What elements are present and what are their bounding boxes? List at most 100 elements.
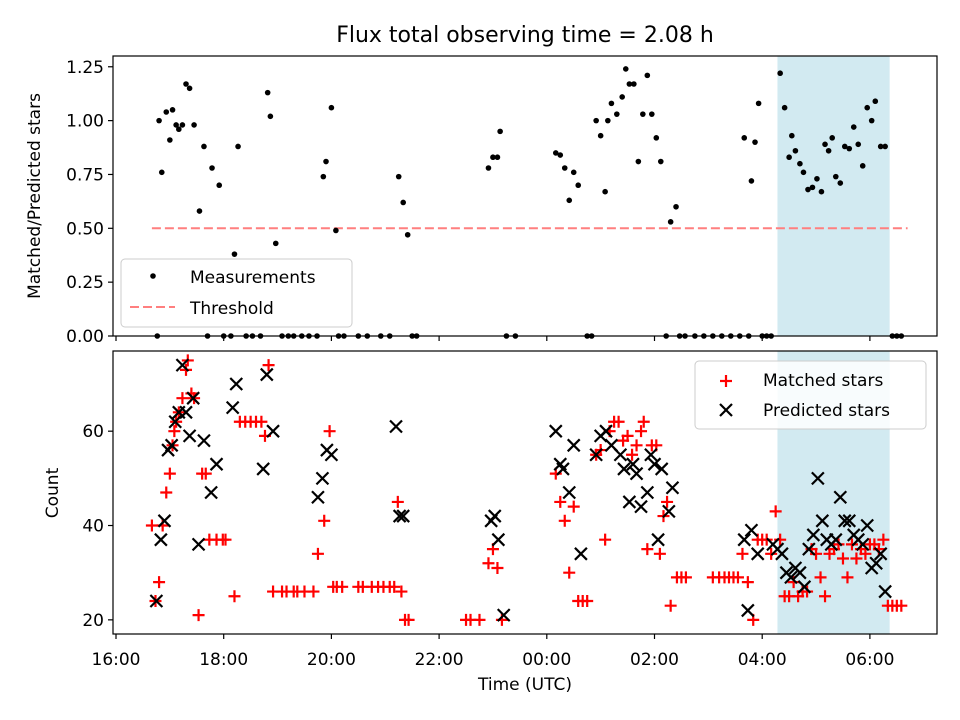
- matched-star-point: [388, 580, 401, 593]
- matched-star-point: [228, 590, 241, 603]
- measurement-point: [173, 122, 179, 128]
- matched-star-point: [664, 599, 677, 612]
- legend-matched-marker: [720, 375, 732, 387]
- measurement-point: [557, 152, 564, 158]
- matched-star-point: [814, 571, 827, 584]
- measurement-point: [859, 163, 866, 169]
- count-plot-frame: [112, 350, 938, 635]
- measurement-point: [797, 160, 803, 167]
- x-tick-label: 04:00: [738, 650, 787, 670]
- measurement-point: [333, 227, 339, 234]
- predicted-star-point: [741, 603, 755, 618]
- observing-window-shade-top: [777, 56, 890, 336]
- predicted-star-point: [878, 584, 892, 599]
- predicted-star-point: [566, 438, 581, 453]
- measurement-point: [635, 158, 642, 165]
- predicted-star-point: [775, 547, 789, 561]
- legend-predicted-marker: [719, 403, 733, 417]
- measurement-point: [267, 113, 274, 120]
- predicted-star-point: [548, 424, 563, 438]
- measurement-point: [191, 122, 197, 128]
- matched-star-point: [845, 538, 858, 551]
- matched-star-point: [554, 495, 567, 508]
- predicted-star-point: [225, 400, 240, 415]
- matched-star-point: [877, 533, 890, 546]
- matched-star-point: [765, 547, 778, 560]
- predicted-star-point: [149, 594, 164, 608]
- measurement-point: [566, 197, 573, 204]
- matched-star-point: [635, 425, 648, 438]
- x-tick-label: 02:00: [630, 650, 679, 670]
- matched-star-point: [741, 576, 754, 589]
- measurement-point: [395, 173, 402, 180]
- matched-star-point: [621, 429, 634, 442]
- matched-star-point: [318, 514, 331, 527]
- measurement-point: [622, 66, 629, 72]
- matched-star-point: [626, 448, 639, 461]
- predicted-star-point: [784, 570, 798, 585]
- predicted-star-point: [175, 358, 190, 372]
- predicted-star-point: [617, 462, 631, 476]
- measurement-point: [320, 173, 327, 180]
- predicted-star-point: [842, 514, 857, 528]
- measurement-point: [183, 81, 189, 87]
- count-y-axis-ticks: 20 40 60: [82, 422, 113, 631]
- measurement-point: [167, 137, 173, 143]
- predicted-star-point: [662, 504, 676, 519]
- measurement-point: [156, 117, 162, 124]
- measurement-point: [877, 143, 884, 150]
- matched-star-point: [163, 467, 176, 480]
- matched-star-point: [819, 590, 832, 603]
- measurement-point: [814, 175, 820, 182]
- predicted-star-point: [837, 514, 852, 528]
- measurement-point: [323, 158, 329, 165]
- ratio-y-tick-label: 0.00: [66, 327, 104, 347]
- measurement-point: [855, 141, 862, 148]
- ratio-legend: Measurements Threshold: [120, 258, 353, 328]
- predicted-star-point: [626, 457, 640, 471]
- measurement-point: [163, 109, 170, 115]
- matched-star-point: [599, 533, 612, 546]
- matched-star-point: [841, 571, 854, 584]
- matched-star-point: [307, 585, 320, 598]
- count-x-axis-ticks: 16:00 18:00 20:00 22:00 00:00 02:00 04:00 06:00: [92, 634, 894, 670]
- measurement-point: [653, 135, 660, 141]
- matched-star-point: [311, 547, 324, 560]
- predicted-star-point: [487, 509, 502, 523]
- measurement-point: [741, 135, 748, 141]
- predicted-star-point: [744, 523, 759, 538]
- predicted-star-point: [164, 438, 179, 453]
- measurement-point: [497, 128, 503, 135]
- legend-threshold-label: Threshold: [189, 299, 274, 319]
- predicted-star-point: [197, 433, 211, 448]
- measurement-point: [404, 231, 411, 238]
- predicted-star-point: [806, 528, 821, 542]
- measurement-point: [673, 203, 679, 210]
- matched-star-point: [491, 561, 504, 574]
- predicted-star-point: [574, 547, 588, 561]
- measurement-point: [176, 126, 182, 133]
- measurement-point: [602, 188, 608, 195]
- matched-star-point: [736, 547, 749, 560]
- chart-title: Flux total observing time = 2.08 h: [336, 23, 714, 48]
- measurement-point: [494, 154, 501, 161]
- measurement-point: [196, 208, 203, 214]
- measurement-point: [552, 150, 559, 156]
- predicted-star-point: [599, 424, 613, 438]
- measurement-point: [186, 85, 193, 92]
- measurement-point: [846, 145, 853, 152]
- x-tick-label: 22:00: [415, 650, 464, 670]
- matched-star-point: [859, 547, 872, 560]
- matched-star-point: [402, 613, 415, 626]
- matched-star-point: [630, 439, 643, 452]
- predicted-star-point: [266, 424, 280, 438]
- predicted-star-point: [562, 485, 577, 500]
- measurement-point: [640, 111, 646, 117]
- measurement-point: [608, 100, 615, 107]
- count-panel: 20 40 60 16:00 18:00 20:00 22:00 00:00 02:00 04:…: [43, 350, 938, 695]
- matched-star-point: [153, 576, 166, 589]
- measurement-point: [631, 81, 637, 87]
- measurement-point: [786, 154, 792, 161]
- measurement-point: [822, 141, 828, 148]
- ratio-y-tick-label: 0.50: [66, 219, 104, 239]
